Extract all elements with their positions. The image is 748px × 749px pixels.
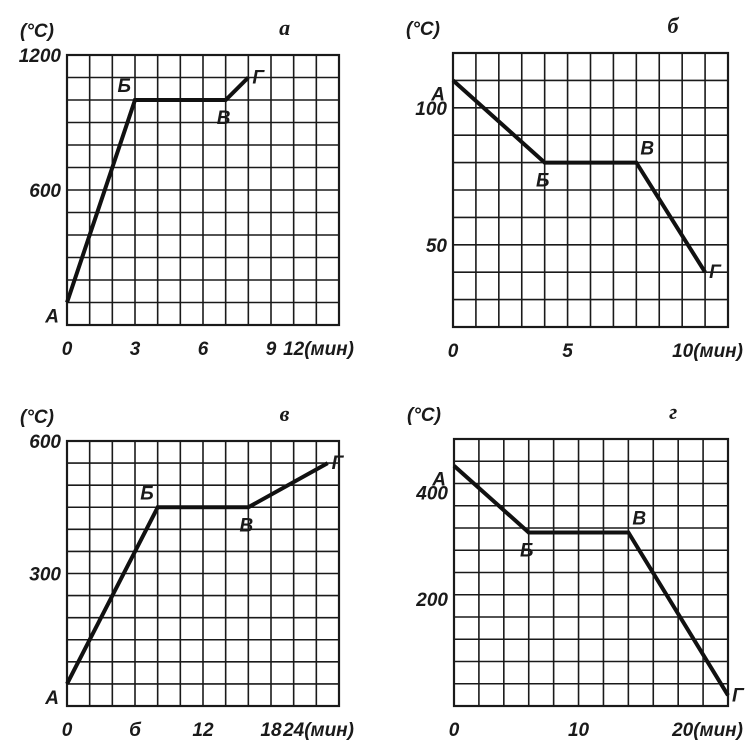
x-tick-label: 0 [449,720,460,741]
y-axis-label: (°C) [20,407,54,428]
y-axis-label: (°C) [407,405,441,426]
y-axis-label: (°C) [406,19,440,40]
chart-panel: А Б В Г 400 200 0 10 20(мин) (°C) г [407,399,745,741]
point-label: Г [332,453,345,474]
point-label: А [431,470,446,491]
plot-frame [65,53,341,327]
x-tick-label: 12 [192,720,214,741]
x-tick-label: 6 [198,339,209,360]
point-label: А [44,688,59,709]
y-axis-label: (°C) [20,21,54,42]
series-line [452,464,730,697]
point-label: Г [252,68,265,89]
point-label: Б [536,171,549,192]
plot-frame [65,439,341,708]
x-axis-label: 20(мин) [671,720,743,741]
plot-frame [451,51,730,329]
panel-letter: б [668,13,680,38]
y-tick-label: 200 [415,590,448,611]
x-tick-label: 0 [62,339,73,360]
series-line [451,78,707,274]
x-tick-label: 10 [568,720,590,741]
x-tick-label: б [129,720,142,741]
chart-panel: А Б В Г 600 300 0 б 12 18 24(мин) (°C) в [20,401,354,741]
point-label: В [632,508,646,529]
y-tick-label: 50 [426,236,448,257]
point-label: Г [709,262,722,283]
x-tick-label: 5 [562,341,573,362]
plot-frame [452,437,730,708]
x-axis-label: 24(мин) [282,720,354,741]
x-axis-label: 10(мин) [672,341,743,362]
y-tick-label: 300 [29,565,61,586]
point-label: В [239,515,253,536]
x-axis-label: 12(мин) [283,339,354,360]
series-line [65,461,329,685]
y-tick-label: 600 [29,432,61,453]
chart-panel: А Б В Г 100 50 0 5 10(мин) (°C) б [406,13,743,362]
y-tick-label: 400 [415,483,448,504]
point-label: Г [732,685,745,706]
point-label: В [217,108,231,129]
series-line [65,76,250,304]
panel-letter: г [669,399,677,424]
x-tick-label: 3 [130,339,141,360]
x-tick-label: 0 [62,720,73,741]
panel-letter: в [280,401,290,426]
y-tick-label: 1200 [19,46,62,67]
x-tick-label: 0 [448,341,459,362]
point-label: Б [520,540,533,561]
y-tick-label: 600 [29,181,61,202]
point-label: В [640,139,654,160]
point-label: Б [140,483,153,504]
point-label: А [430,84,445,105]
x-tick-label: 18 [260,720,282,741]
panel-letter: а [279,15,290,40]
chart-panel: А Б ВГ 1200 600 0 3 6 9 12(мин) (°C) а [19,15,354,360]
point-label: Б [118,76,131,97]
x-tick-label: 9 [266,339,277,360]
point-label: А [44,307,59,328]
y-tick-label: 100 [415,99,447,120]
